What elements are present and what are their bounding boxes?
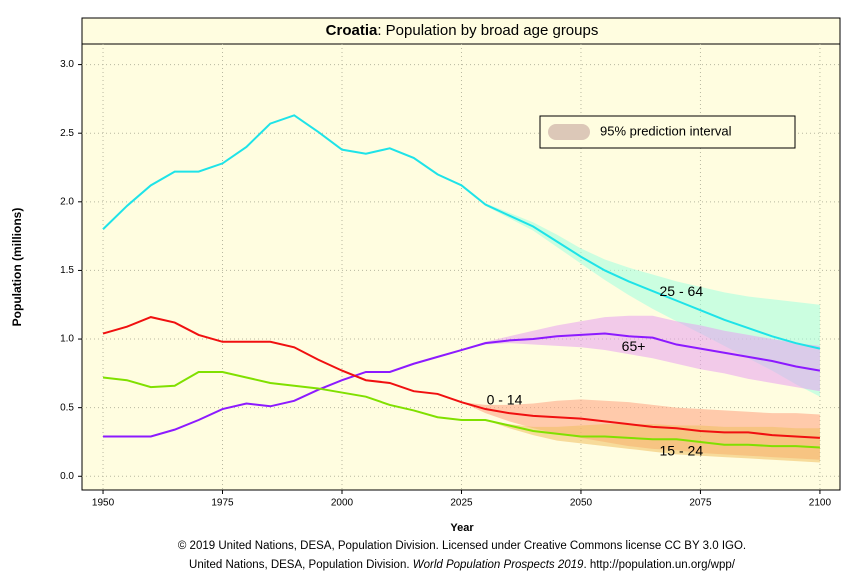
y-tick-label: 3.0 [60,59,74,70]
x-tick-label: 2000 [331,498,354,509]
y-tick-label: 2.5 [60,128,74,139]
y-axis-label: Population (millions) [10,208,24,327]
y-tick-label: 1.5 [60,265,74,276]
series-label: 0 - 14 [487,392,523,408]
legend-swatch [548,124,590,140]
chart-title: Croatia: Population by broad age groups [326,22,599,39]
series-label: 15 - 24 [660,442,704,458]
series-label: 25 - 64 [660,283,704,299]
x-tick-label: 2025 [450,498,473,509]
series-line [103,332,821,438]
x-tick-label: 2050 [570,498,593,509]
footer-line: © 2019 United Nations, DESA, Population … [178,540,746,552]
y-tick-label: 0.0 [60,471,74,482]
prediction-band [437,315,820,392]
footer-italic: World Population Prospects 2019 [413,559,584,571]
series-line [102,114,821,350]
series-line [102,370,820,449]
legend-label: 95% prediction interval [600,123,732,138]
x-tick-label: 2100 [809,498,832,509]
x-tick-label: 1950 [92,498,115,509]
y-tick-label: 1.0 [60,334,74,345]
series-label: 65+ [622,338,646,354]
title-country: Croatia [326,22,378,39]
title-rest: : Population by broad age groups [377,22,598,39]
footer-text: . http://population.un.org/wpp/ [583,559,735,571]
y-tick-label: 2.0 [60,196,74,207]
x-tick-label: 2075 [689,498,712,509]
prediction-band [437,417,820,463]
y-tick-label: 0.5 [60,402,74,413]
plot-area: 0.0 0.5 1.0 1.5 2.0 2.5 3.0 1950 1975 2000 2025 205… [60,44,840,509]
x-tick-label: 1975 [211,498,234,509]
x-axis-label: Year [450,522,474,534]
footer-line: United Nations, DESA, Population Divisio… [189,559,736,571]
footer-text: United Nations, DESA, Population Divisio… [189,559,413,571]
series-line [102,316,820,439]
